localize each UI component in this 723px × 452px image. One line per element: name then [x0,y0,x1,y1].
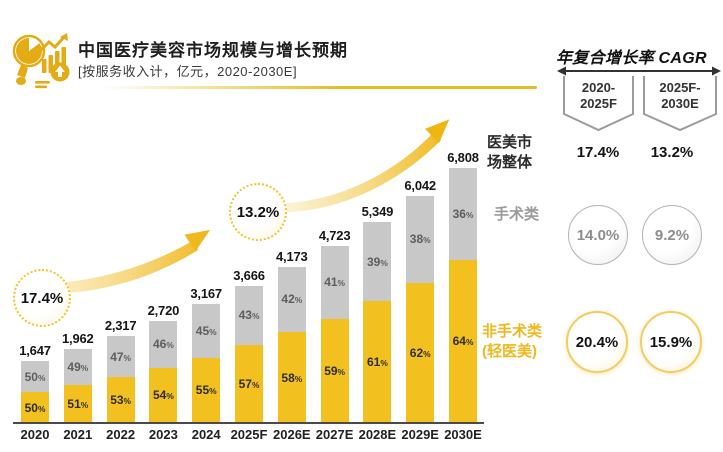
analytics-logo-icon [12,33,70,89]
axis-label-2027E: 2027E [315,427,354,442]
nonsurgical-segment: 58% [277,332,306,423]
period-banner-text: 2020- 2025F [580,80,617,112]
label-surgical-series: 手术类 [494,206,540,223]
surgical-segment: 49% [63,349,92,386]
period-banner-text: 2025F- 2030E [659,80,701,112]
bar-total-label: 5,349 [361,204,394,220]
nonsurgical-segment: 61% [363,300,392,423]
bar-group-2026E: 4,173 42% 58% [276,249,308,423]
nonsurgical-segment: 51% [63,385,92,423]
axis-label-2020: 2020 [20,427,50,442]
x-axis-line [13,422,484,424]
period-banner-2020-2025F: 2020- 2025F [561,76,636,134]
bar-total-label: 4,173 [276,248,308,264]
period-banner-2025F-2030E: 2025F- 2030E [641,76,719,134]
surgical-segment: 45% [192,304,221,358]
overall-cagr-2025-2030: 13.2% [650,144,694,161]
bar-total-label: 6,042 [404,178,436,194]
bar-total-label: 1,647 [19,343,51,359]
bar-total-label: 3,167 [190,286,222,302]
bar-group-2030E: 6,808 36% 64% [447,150,479,423]
surgical-segment: 50% [21,361,49,393]
bar-group-2027E: 4,723 41% 59% [319,228,351,423]
nonsurgical-segment: 64% [449,259,477,423]
bar-group-2020: 1,647 50% 50% [19,343,51,423]
nonsurgical-segment: 57% [235,344,263,423]
nonsurgical-cagr-2025-2030: 15.9% [640,311,702,373]
surgical-segment: 36% [449,167,477,260]
bar-total-label: 2,317 [104,318,137,334]
axis-label-2029E: 2029E [401,427,439,442]
nonsurgical-segment: 54% [149,367,178,423]
axis-label-2023: 2023 [148,427,178,442]
bar-group-2022: 2,317 47% 53% [105,318,137,423]
bar-total-label: 3,666 [233,267,265,283]
label-nonsurgical-series: 非手术类 (轻医美) [482,323,543,360]
cagr-badge-value: 13.2% [236,203,280,221]
axis-label-2024: 2024 [191,427,221,442]
nonsurgical-segment: 55% [192,357,221,423]
bar-group-2023: 2,720 46% 54% [148,303,179,423]
cagr-badge-value: 17.4% [20,289,64,307]
nonsurgical-segment: 62% [406,282,435,423]
bar-group-2025F: 3,666 43% 57% [233,268,265,423]
nonsurgical-segment: 50% [21,392,49,423]
bar-total-label: 1,962 [62,331,94,347]
bar-group-2028E: 5,349 39% 61% [362,204,393,423]
bar-total-label: 2,720 [147,303,180,318]
bar-group-2029E: 6,042 38% 62% [404,178,436,423]
surgical-segment: 38% [406,196,435,283]
axis-label-2022: 2022 [106,427,136,442]
surgical-segment: 42% [277,266,306,333]
bar-group-2024: 3,167 45% 55% [190,286,222,423]
surgical-cagr-2020-2025: 14.0% [568,205,628,265]
bar-group-2021: 1,962 49% 51% [62,331,94,423]
overall-cagr-2020-2025: 17.4% [576,144,620,161]
surgical-segment: 41% [320,245,349,319]
label-overall-market: 医美市 场整体 [487,134,533,171]
nonsurgical-segment: 59% [320,318,349,423]
nonsurgical-segment: 53% [106,376,135,423]
surgical-segment: 43% [235,285,263,345]
nonsurgical-cagr-2020-2025: 20.4% [566,311,628,373]
cagr-badge-2025-2030: 13.2% [229,183,287,241]
axis-label-2026E: 2026E [273,427,311,442]
surgical-segment: 39% [363,222,392,301]
axis-label-2025F: 2025F [230,427,268,442]
surgical-segment: 46% [149,321,178,368]
axis-label-2028E: 2028E [358,427,397,442]
bar-total-label: 6,808 [447,149,479,165]
cagr-panel-title: 年复合增长率 CAGR [556,50,707,67]
swoosh-arrowhead-2 [425,119,450,144]
cagr-badge-2020-2025: 17.4% [13,269,71,327]
page-title: 中国医疗美容市场规模与增长预期 [78,41,348,60]
swoosh-arrowhead-1 [184,229,211,252]
axis-label-2021: 2021 [63,427,93,442]
gold-divider-line [100,86,537,89]
page-subtitle: [按服务收入计，亿元，2020-2030E] [78,64,298,79]
axis-label-2030E: 2030E [444,427,482,442]
bar-total-label: 4,723 [318,227,351,243]
surgical-cagr-2025-2030: 9.2% [642,205,702,265]
surgical-segment: 47% [106,336,135,377]
cagr-range-arrow [557,66,721,76]
